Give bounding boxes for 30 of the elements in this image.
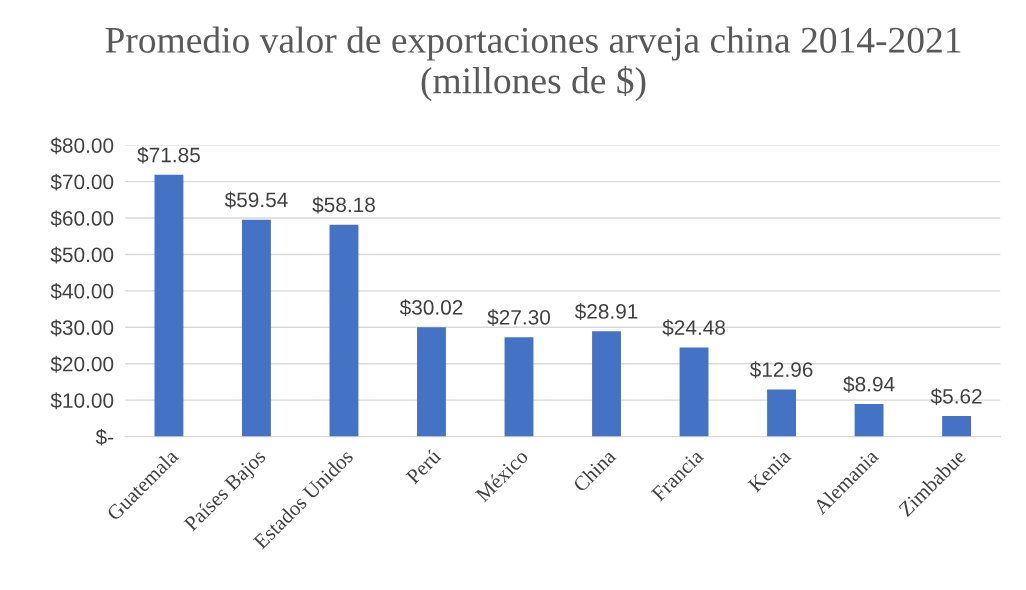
bar (942, 416, 972, 437)
data-label: $27.30 (487, 309, 551, 326)
bar (767, 389, 796, 437)
y-tick-label: $20.00 (50, 355, 114, 373)
bar (417, 327, 446, 437)
data-label: $58.18 (312, 196, 375, 214)
bar (592, 331, 621, 437)
bar (154, 174, 184, 437)
y-tick-label: $30.00 (50, 319, 114, 337)
bar (679, 347, 709, 437)
data-label: $8.94 (843, 375, 895, 393)
y-tick-label: $70.00 (50, 173, 114, 191)
y-tick-label: $- (95, 428, 114, 446)
y-tick-label: $60.00 (50, 210, 114, 227)
data-label: $28.91 (574, 303, 638, 321)
y-tick-label: $50.00 (50, 246, 114, 264)
data-label: $5.62 (930, 388, 982, 405)
data-label: $24.48 (662, 319, 725, 337)
y-tick-label: $80.00 (50, 137, 114, 155)
bar (854, 404, 884, 437)
y-tick-label: $10.00 (50, 392, 114, 410)
y-tick-label: $40.00 (50, 283, 114, 300)
bar (504, 337, 534, 437)
bar (242, 219, 271, 437)
bar (329, 224, 359, 437)
data-label: $12.96 (749, 361, 813, 379)
data-label: $30.02 (399, 299, 463, 317)
data-label: $59.54 (224, 191, 288, 209)
data-label: $71.85 (137, 146, 200, 164)
chart-title: Promedio valor de exportaciones arveja china 2014-2021 (millones de $) (105, 26, 961, 102)
